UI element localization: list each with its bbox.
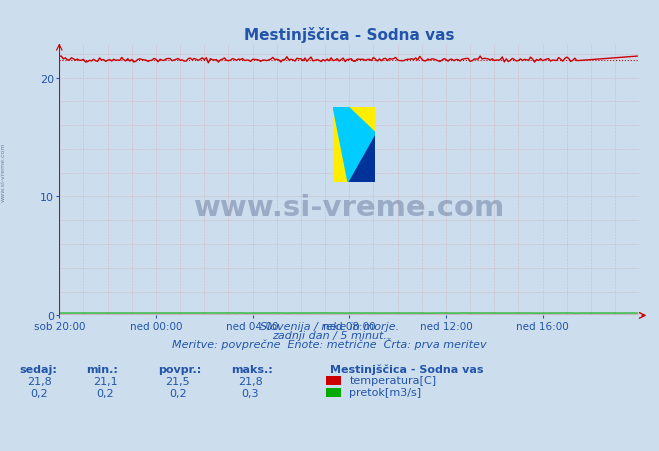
- Text: Meritve: povprečne  Enote: metrične  Črta: prva meritev: Meritve: povprečne Enote: metrične Črta:…: [172, 337, 487, 349]
- Text: 0,2: 0,2: [97, 388, 114, 398]
- Text: pretok[m3/s]: pretok[m3/s]: [349, 387, 421, 397]
- Text: www.si-vreme.com: www.si-vreme.com: [194, 193, 505, 221]
- Text: povpr.:: povpr.:: [158, 364, 202, 374]
- Text: 0,2: 0,2: [169, 388, 186, 398]
- Text: 21,8: 21,8: [27, 376, 52, 386]
- Text: min.:: min.:: [86, 364, 117, 374]
- Text: maks.:: maks.:: [231, 364, 272, 374]
- Title: Mestinjščica - Sodna vas: Mestinjščica - Sodna vas: [244, 27, 455, 42]
- Text: 0,2: 0,2: [31, 388, 48, 398]
- Text: www.si-vreme.com: www.si-vreme.com: [1, 142, 6, 201]
- Polygon shape: [333, 107, 376, 182]
- Text: temperatura[C]: temperatura[C]: [349, 375, 436, 385]
- Polygon shape: [348, 133, 376, 182]
- Text: Mestinjščica - Sodna vas: Mestinjščica - Sodna vas: [330, 364, 483, 374]
- Text: 21,1: 21,1: [93, 376, 118, 386]
- Text: Slovenija / reke in morje.: Slovenija / reke in morje.: [260, 321, 399, 331]
- Text: 21,5: 21,5: [165, 376, 190, 386]
- Text: zadnji dan / 5 minut.: zadnji dan / 5 minut.: [272, 330, 387, 340]
- Text: 21,8: 21,8: [238, 376, 263, 386]
- Text: 0,3: 0,3: [242, 388, 259, 398]
- Text: sedaj:: sedaj:: [20, 364, 57, 374]
